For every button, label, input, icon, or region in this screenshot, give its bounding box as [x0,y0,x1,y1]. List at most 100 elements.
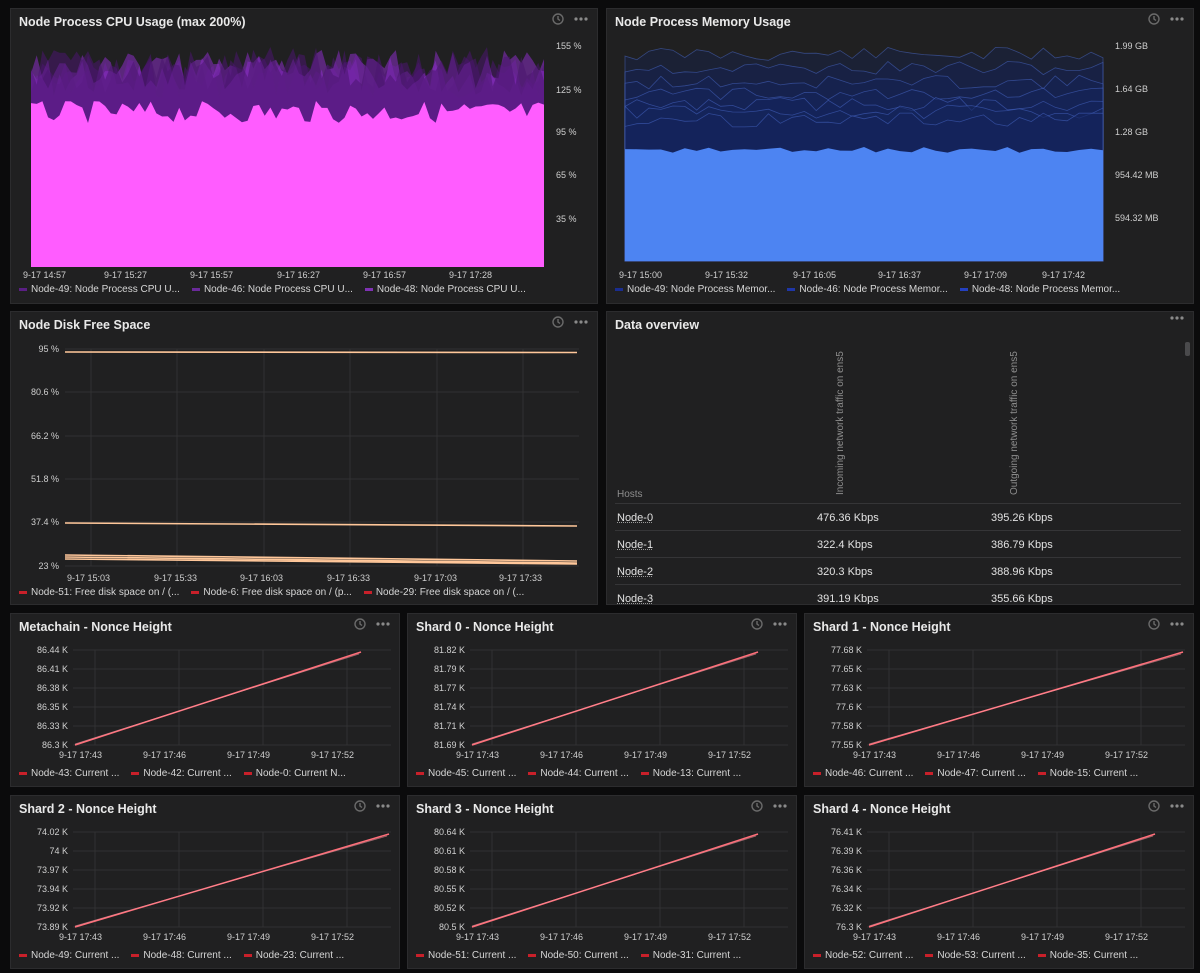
nonce-chart: 86.44 K 86.41 K 86.38 K 86.35 K 86.33 K 86.3 … [37,645,391,760]
legend-item[interactable]: Node-49: Current ... [19,950,119,961]
x-tick-label: 9-17 17:52 [311,750,354,760]
host-link[interactable]: Node-1 [617,539,654,551]
host-link[interactable]: Node-2 [617,566,654,578]
x-tick-label: 9-17 17:03 [414,573,457,583]
history-icon[interactable] [1147,12,1161,26]
legend-item[interactable]: Node-13: Current ... [640,768,741,779]
incoming-value: 320.3 Kbps [817,566,873,578]
host-link[interactable]: Node-0 [617,512,654,524]
legend-swatch [416,772,424,775]
legend-item[interactable]: Node-44: Current ... [528,768,629,779]
panel-title: Shard 4 - Nonce Height [813,802,951,816]
x-tick-label: 9-17 17:46 [143,750,186,760]
panel-actions [353,799,391,813]
panel-title: Data overview [615,318,700,332]
host-link[interactable]: Node-3 [617,593,654,605]
column-header-outgoing[interactable]: Outgoing network traffic on ens5 [1009,351,1020,495]
legend-item[interactable]: Node-52: Current ... [813,950,913,961]
more-icon[interactable] [772,803,788,809]
legend-label: Node-51: Current ... [428,950,517,961]
panel-title: Node Process CPU Usage (max 200%) [19,15,246,29]
legend-item[interactable]: Node-48: Node Process Memor... [959,284,1121,295]
legend-item[interactable]: Node-0: Current N... [243,768,346,779]
more-icon[interactable] [1169,16,1185,22]
y-tick-label: 76.3 K [836,922,862,932]
more-icon[interactable] [573,16,589,22]
x-tick-label: 9-17 17:49 [227,932,270,942]
cpu-chart: 155 % 125 % 95 % 65 % 35 % 9-17 14:57 9-17 15:… [23,41,582,280]
y-tick-label: 1.64 GB [1115,84,1148,94]
legend-item[interactable]: Node-6: Free disk space on / (p... [191,587,352,598]
history-icon[interactable] [353,617,367,631]
disk-free-panel: Node Disk Free Space 95 % 80.6 % 66.2 % 51.… [10,311,598,605]
more-icon[interactable] [1169,621,1185,627]
history-icon[interactable] [1147,617,1161,631]
column-header-incoming[interactable]: Incoming network traffic on ens5 [835,351,846,495]
legend-label: Node-48: Node Process Memor... [971,284,1121,295]
x-tick-label: 9-17 17:33 [499,573,542,583]
history-icon[interactable] [353,799,367,813]
x-tick-label: 9-17 17:43 [456,932,499,942]
more-icon[interactable] [375,803,391,809]
y-tick-label: 73.89 K [37,922,68,932]
legend-item[interactable]: Node-42: Current ... [131,768,232,779]
legend-item[interactable]: Node-31: Current ... [640,950,741,961]
y-tick-label: 86.38 K [37,683,68,693]
legend-label: Node-35: Current ... [1049,950,1139,961]
history-icon[interactable] [1147,799,1161,813]
x-tick-label: 9-17 17:28 [449,270,492,280]
more-icon[interactable] [375,621,391,627]
y-tick-label: 125 % [556,85,582,95]
nonce-chart: 77.68 K 77.65 K 77.63 K 77.6 K 77.58 K 77.55 … [831,645,1185,760]
legend-swatch [925,772,934,775]
legend-label: Node-44: Current ... [540,768,629,779]
overview-table: Incoming network traffic on ens5 Outgoin… [615,338,1181,604]
legend-item[interactable]: Node-47: Current ... [925,768,1026,779]
panel-actions [1169,315,1185,321]
legend-item[interactable]: Node-46: Node Process Memor... [787,284,948,295]
disk-series-line [64,522,578,527]
legend-item[interactable]: Node-43: Current ... [19,768,119,779]
legend-item[interactable]: Node-53: Current ... [925,950,1026,961]
scrollbar[interactable] [1185,342,1190,356]
legend-item[interactable]: Node-48: Node Process CPU U... [364,284,526,295]
history-icon[interactable] [551,315,565,329]
x-tick-label: 9-17 17:43 [59,750,102,760]
nonce-chart: 81.82 K 81.79 K 81.77 K 81.74 K 81.71 K 81.69… [434,645,788,760]
chart-legend: Node-49: Node Process CPU U... Node-46: N… [19,284,526,295]
x-tick-label: 9-17 16:33 [327,573,370,583]
legend-swatch [191,288,200,291]
history-icon[interactable] [750,617,764,631]
legend-item[interactable]: Node-51: Free disk space on / (... [19,587,179,598]
more-icon[interactable] [772,621,788,627]
legend-item[interactable]: Node-45: Current ... [416,768,516,779]
legend-label: Node-0: Current N... [255,768,346,779]
legend-item[interactable]: Node-48: Current ... [131,950,232,961]
legend-item[interactable]: Node-49: Node Process Memor... [615,284,775,295]
legend-item[interactable]: Node-35: Current ... [1037,950,1139,961]
chart-legend: Node-49: Current ... Node-48: Current ...… [19,950,344,961]
disk-series-line [64,556,578,564]
more-icon[interactable] [1169,803,1185,809]
legend-item[interactable]: Node-49: Node Process CPU U... [19,284,180,295]
legend-label: Node-50: Current ... [540,950,629,961]
legend-item[interactable]: Node-15: Current ... [1037,768,1138,779]
more-icon[interactable] [1169,315,1185,321]
legend-item[interactable]: Node-46: Current ... [813,768,913,779]
legend-item[interactable]: Node-46: Node Process CPU U... [191,284,353,295]
legend-label: Node-43: Current ... [31,768,120,779]
y-tick-label: 81.82 K [434,645,465,655]
legend-item[interactable]: Node-23: Current ... [243,950,344,961]
y-tick-label: 954.42 MB [1115,170,1159,180]
legend-item[interactable]: Node-51: Current ... [416,950,516,961]
nonce-chart: 76.41 K 76.39 K 76.36 K 76.34 K 76.32 K 76.3 … [831,827,1185,942]
legend-item[interactable]: Node-29: Free disk space on / (... [363,587,524,598]
history-icon[interactable] [551,12,565,26]
legend-item[interactable]: Node-50: Current ... [528,950,629,961]
more-icon[interactable] [573,319,589,325]
y-tick-label: 80.58 K [434,865,465,875]
column-header-hosts[interactable]: Hosts [617,489,643,500]
history-icon[interactable] [750,799,764,813]
legend-label: Node-47: Current ... [937,768,1026,779]
outgoing-value: 388.96 Kbps [991,566,1053,578]
